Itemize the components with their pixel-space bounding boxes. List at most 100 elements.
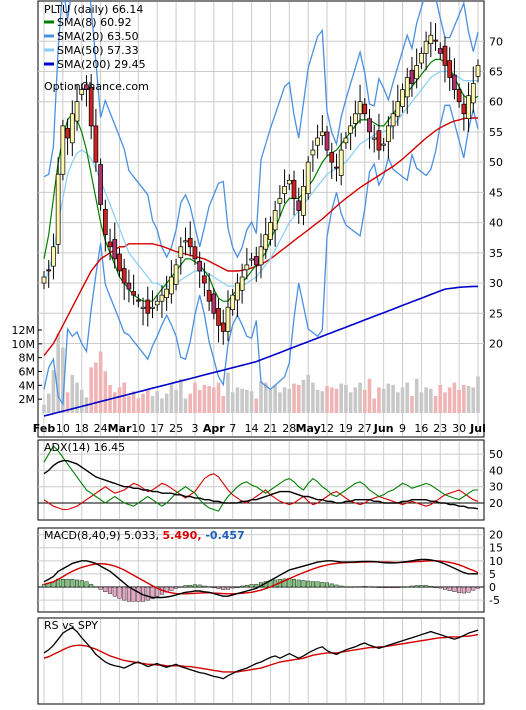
x-tick-label: Jul	[469, 422, 486, 435]
x-tick-label: 25	[169, 422, 183, 435]
candle-body	[117, 253, 122, 272]
candle-body	[395, 101, 401, 117]
macd-title: MACD(8,40,9) 5.033, 5.490, -0.457	[44, 529, 245, 542]
candle-body	[452, 74, 457, 90]
volume-bar	[367, 378, 372, 413]
volume-bar	[42, 404, 46, 413]
volume-bar	[245, 389, 249, 413]
volume-bar	[169, 382, 174, 413]
candle-body	[296, 200, 302, 211]
candle-body	[466, 95, 471, 119]
legend-label-3: SMA(200) 29.45	[57, 58, 146, 71]
volume-bar	[447, 387, 452, 413]
candle-body	[291, 179, 297, 199]
candle-body	[126, 282, 132, 290]
macd-histogram-bar	[438, 586, 443, 589]
bollinger-upper-line	[43, 0, 479, 259]
candle-body	[433, 39, 438, 42]
candle-body	[381, 143, 387, 146]
macd-histogram-bar	[89, 584, 94, 588]
volume-bar	[56, 333, 60, 413]
adx-tick-50: 50	[489, 448, 503, 461]
volume-bar	[315, 389, 320, 413]
volume-bar	[226, 372, 230, 413]
x-tick-label: May	[296, 422, 321, 435]
macd-histogram-bar	[452, 586, 457, 592]
macd-histogram-bar	[249, 584, 254, 588]
volume-bar	[150, 396, 155, 413]
volume-bar	[70, 374, 75, 413]
macd-histogram-bar	[362, 586, 367, 588]
candle-body	[324, 131, 330, 151]
candle-body	[367, 118, 372, 133]
x-tick-label: 17	[150, 422, 164, 435]
candle-body	[211, 293, 217, 314]
candle-body	[230, 294, 236, 311]
macd-histogram-bar	[358, 586, 363, 588]
price-tick-35: 35	[489, 247, 503, 260]
volume-bar	[98, 351, 103, 413]
macd-histogram-value: -0.457	[205, 529, 244, 542]
candle-body	[98, 164, 103, 205]
macd-histogram-bar	[211, 586, 216, 589]
macd-histogram-bar	[296, 579, 301, 588]
candle-body	[220, 322, 226, 332]
macd-histogram-bar	[230, 586, 235, 589]
volume-bar	[306, 374, 310, 413]
macd-histogram-bar	[202, 585, 207, 588]
candle-body	[112, 239, 118, 260]
volume-bar	[240, 388, 244, 413]
candle-body	[102, 208, 108, 236]
price-tick-25: 25	[489, 307, 503, 320]
candle-body	[475, 65, 481, 77]
macd-histogram-bar	[122, 586, 127, 601]
candle-body	[371, 137, 377, 140]
macd-histogram-bar	[75, 579, 80, 588]
volume-bar	[414, 378, 419, 413]
candle-body	[348, 125, 353, 134]
candle-body	[404, 77, 410, 98]
candle-body	[286, 179, 292, 185]
candle-body	[145, 299, 151, 314]
candle-body	[461, 103, 467, 115]
macd-histogram-bar	[136, 586, 141, 602]
candle-body	[88, 86, 94, 127]
x-tick-label: 27	[358, 422, 372, 435]
macd-value: MACD(8,40,9) 5.033,	[44, 529, 163, 542]
macd-histogram-bar	[457, 586, 462, 594]
candle-body	[79, 89, 85, 95]
volume-bar	[155, 391, 160, 413]
candle-body	[352, 113, 358, 124]
chart-title: PLTU (daily) 66.14	[44, 3, 143, 16]
volume-bar	[433, 396, 438, 413]
candle-body	[131, 291, 136, 296]
candle-body	[154, 300, 160, 306]
volume-bar	[424, 387, 428, 413]
volume-bar	[311, 382, 315, 413]
volume-bar	[405, 382, 410, 413]
macd-histogram-bar	[103, 586, 108, 592]
volume-bar	[112, 392, 117, 413]
macd-histogram-bar	[221, 586, 226, 590]
candle-body	[319, 131, 325, 136]
volume-bar	[372, 398, 377, 413]
macd-histogram-bar	[131, 586, 136, 602]
macd-histogram-bar	[306, 580, 311, 588]
price-tick-55: 55	[489, 126, 503, 139]
legend-label-0: SMA(8) 60.92	[57, 16, 132, 29]
candle-body	[135, 299, 141, 302]
candle-body	[400, 89, 405, 107]
x-tick-label: 7	[229, 422, 236, 435]
adx-tick-20: 20	[489, 497, 503, 510]
candle-body	[456, 89, 462, 103]
candle-body	[74, 101, 80, 122]
volume-bar	[268, 389, 273, 413]
macd-histogram-bar	[60, 578, 65, 588]
volume-bar	[320, 391, 325, 413]
volume-bar	[419, 392, 424, 413]
macd-histogram-bar	[419, 585, 424, 588]
volume-tick-6M: 6M	[19, 366, 36, 379]
candle-body	[60, 125, 66, 175]
macd-histogram-bar	[320, 582, 325, 588]
volume-bar	[188, 393, 193, 413]
